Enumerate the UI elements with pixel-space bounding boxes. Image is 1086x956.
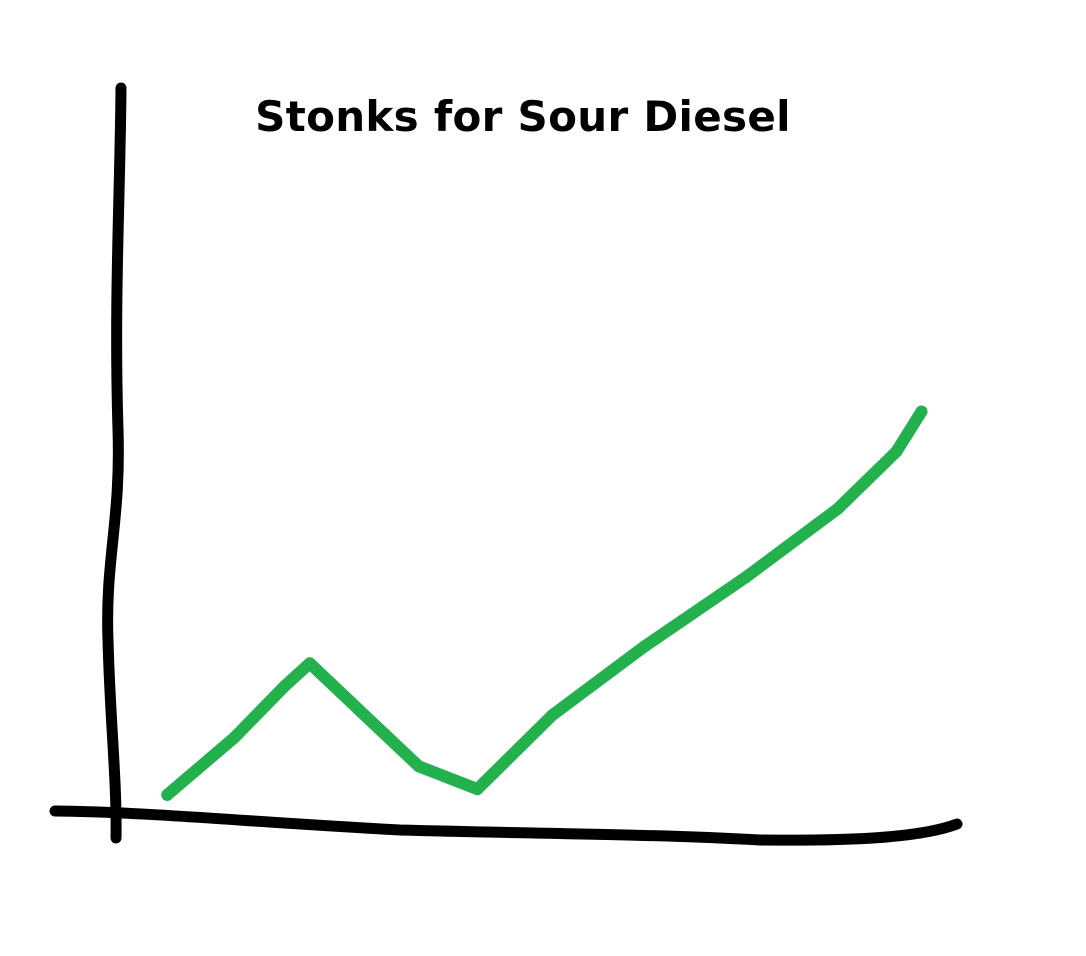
series-0-point-9 [831,502,844,515]
series-0-point-1 [228,731,241,744]
series-0-point-10 [890,445,903,458]
series-0-point-3 [303,657,316,670]
series-0-point-4 [412,760,425,773]
series-0-point-5 [471,783,484,796]
series-0-point-8 [739,571,752,584]
series-0-point-11 [915,405,928,418]
series-0-point-0 [161,788,174,801]
x-axis-line [49,805,963,846]
series-0-point-7 [638,640,651,653]
series-0-point-2 [278,680,291,693]
series-0-point-6 [546,708,559,721]
chart-title: Stonks for Sour Diesel [255,92,791,141]
series-line-0 [161,405,928,801]
y-axis-line [102,82,127,844]
